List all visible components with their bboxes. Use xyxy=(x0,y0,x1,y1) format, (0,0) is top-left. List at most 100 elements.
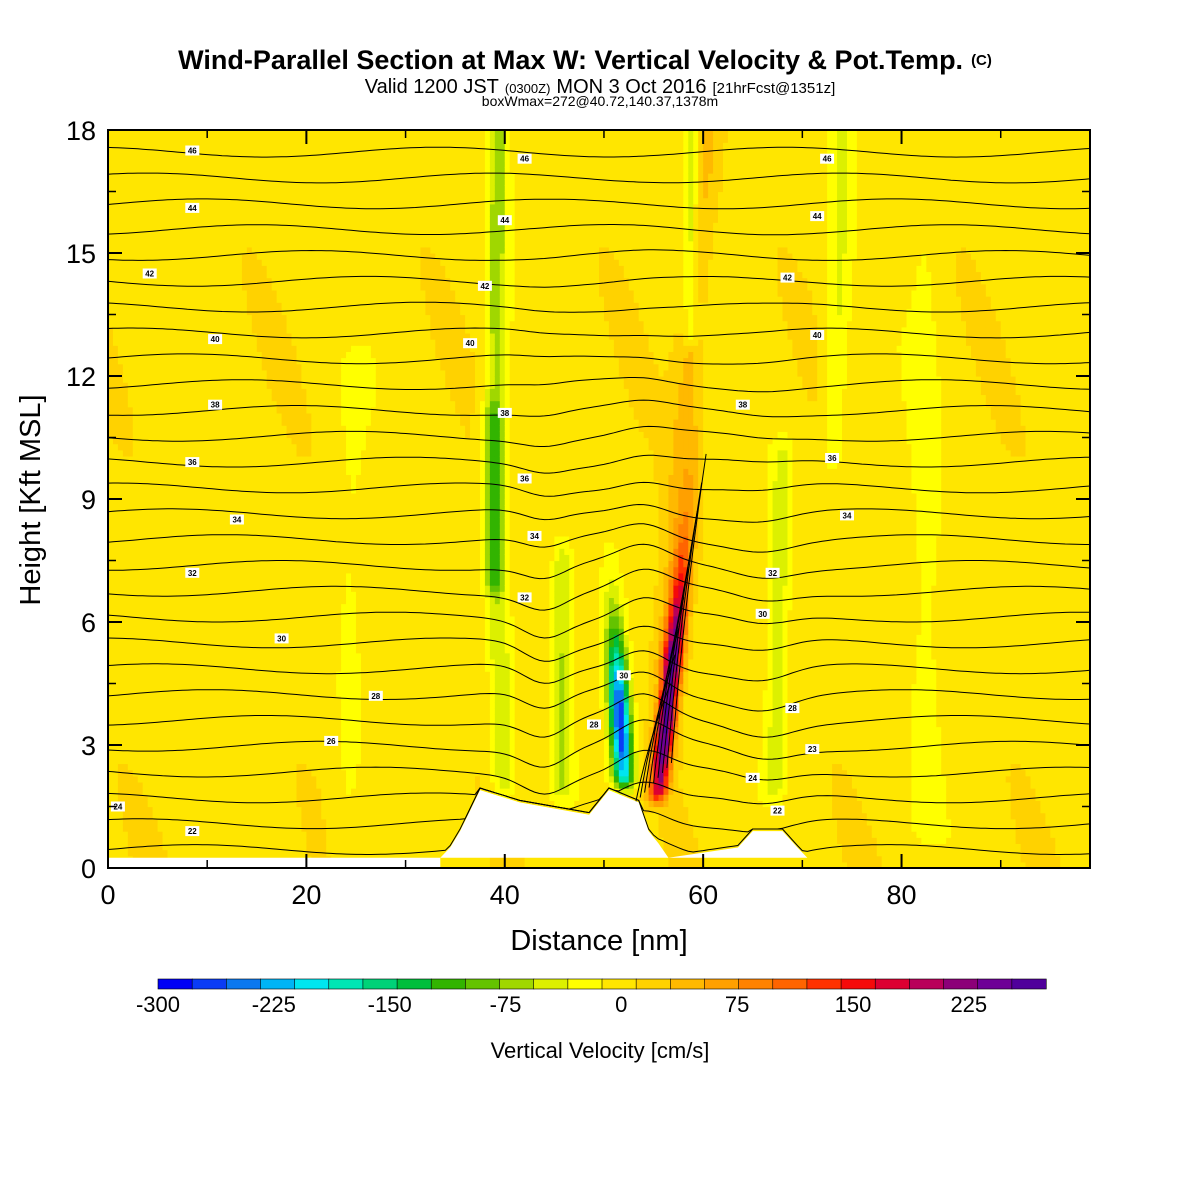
velocity-cell xyxy=(262,481,268,488)
velocity-cell xyxy=(296,640,302,647)
velocity-cell xyxy=(257,499,263,506)
velocity-cell xyxy=(163,308,169,315)
velocity-cell xyxy=(168,554,174,561)
velocity-cell xyxy=(172,271,178,278)
velocity-cell xyxy=(247,505,253,512)
velocity-cell xyxy=(222,462,228,469)
velocity-cell xyxy=(172,733,178,740)
velocity-cell xyxy=(217,794,223,801)
velocity-cell xyxy=(247,757,253,764)
velocity-cell xyxy=(172,616,178,623)
velocity-cell xyxy=(123,511,129,518)
velocity-cell xyxy=(113,782,119,789)
velocity-cell xyxy=(277,376,283,383)
velocity-cell xyxy=(222,247,228,254)
velocity-cell xyxy=(262,185,268,192)
velocity-cell xyxy=(262,696,268,703)
velocity-cell xyxy=(282,235,288,242)
velocity-cell xyxy=(237,776,243,783)
velocity-cell xyxy=(123,148,129,155)
velocity-cell xyxy=(172,511,178,518)
velocity-cell xyxy=(296,278,302,285)
velocity-cell xyxy=(177,524,183,531)
velocity-cell xyxy=(192,370,198,377)
velocity-cell xyxy=(138,247,144,254)
velocity-cell xyxy=(163,179,169,186)
velocity-cell xyxy=(277,548,283,555)
velocity-cell xyxy=(163,419,169,426)
velocity-cell xyxy=(257,388,263,395)
velocity-cell xyxy=(118,813,124,820)
velocity-cell xyxy=(272,142,278,149)
velocity-cell xyxy=(138,653,144,660)
velocity-cell xyxy=(148,788,154,795)
velocity-cell xyxy=(277,733,283,740)
velocity-cell xyxy=(306,235,312,242)
velocity-cell xyxy=(118,148,124,155)
velocity-cell xyxy=(118,604,124,611)
velocity-cell xyxy=(242,321,248,328)
velocity-cell xyxy=(192,296,198,303)
velocity-cell xyxy=(262,837,268,844)
velocity-cell xyxy=(168,247,174,254)
velocity-cell xyxy=(172,247,178,254)
velocity-cell xyxy=(123,831,129,838)
velocity-cell xyxy=(267,653,273,660)
velocity-cell xyxy=(217,727,223,734)
velocity-cell xyxy=(113,579,119,586)
velocity-cell xyxy=(138,296,144,303)
velocity-cell xyxy=(113,278,119,285)
velocity-cell xyxy=(262,167,268,174)
velocity-cell xyxy=(242,813,248,820)
velocity-cell xyxy=(301,831,307,838)
velocity-cell xyxy=(197,161,203,168)
velocity-cell xyxy=(143,788,149,795)
velocity-cell xyxy=(252,241,258,248)
velocity-cell xyxy=(237,684,243,691)
velocity-cell xyxy=(207,634,213,641)
velocity-cell xyxy=(301,407,307,414)
velocity-cell xyxy=(197,388,203,395)
velocity-cell xyxy=(292,561,298,568)
velocity-cell xyxy=(257,813,263,820)
velocity-cell xyxy=(272,702,278,709)
velocity-cell xyxy=(277,751,283,758)
velocity-cell xyxy=(237,739,243,746)
velocity-cell xyxy=(212,136,218,143)
velocity-cell xyxy=(242,198,248,205)
velocity-cell xyxy=(227,733,233,740)
velocity-cell xyxy=(202,296,208,303)
velocity-cell xyxy=(292,284,298,291)
velocity-cell xyxy=(287,321,293,328)
velocity-cell xyxy=(237,382,243,389)
velocity-cell xyxy=(242,622,248,629)
velocity-cell xyxy=(217,167,223,174)
velocity-cell xyxy=(128,339,134,346)
velocity-cell xyxy=(192,481,198,488)
velocity-cell xyxy=(282,296,288,303)
velocity-cell xyxy=(113,831,119,838)
velocity-cell xyxy=(153,185,159,192)
velocity-cell xyxy=(237,800,243,807)
velocity-cell xyxy=(113,684,119,691)
velocity-cell xyxy=(247,622,253,629)
velocity-cell xyxy=(296,370,302,377)
velocity-cell xyxy=(301,284,307,291)
velocity-cell xyxy=(237,185,243,192)
velocity-cell xyxy=(163,561,169,568)
velocity-cell xyxy=(172,573,178,580)
velocity-cell xyxy=(277,407,283,414)
velocity-cell xyxy=(306,530,312,537)
velocity-cell xyxy=(153,807,159,814)
velocity-cell xyxy=(202,850,208,857)
velocity-cell xyxy=(232,647,238,654)
velocity-cell xyxy=(262,776,268,783)
velocity-cell xyxy=(207,364,213,371)
velocity-cell xyxy=(123,185,129,192)
velocity-cell xyxy=(197,493,203,500)
velocity-cell xyxy=(237,364,243,371)
velocity-cell xyxy=(212,438,218,445)
velocity-cell xyxy=(138,401,144,408)
velocity-cell xyxy=(197,308,203,315)
velocity-cell xyxy=(272,813,278,820)
